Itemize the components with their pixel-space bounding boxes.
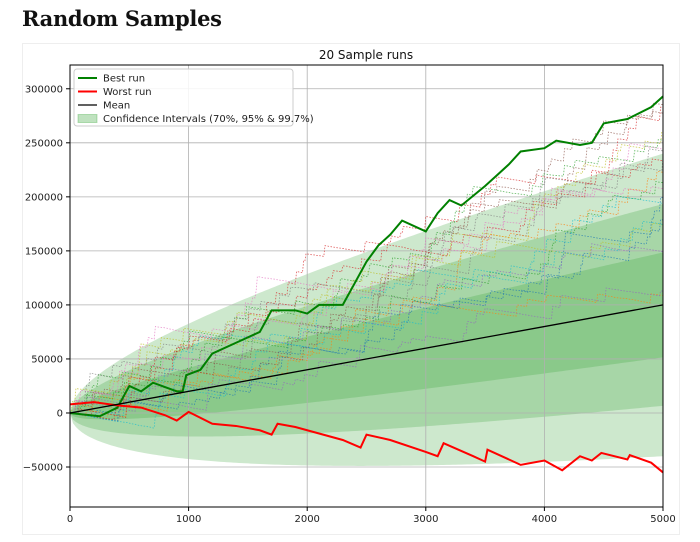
sample-run-line [69, 148, 664, 421]
plot-frame [69, 64, 664, 508]
sample-run-line [69, 287, 664, 415]
y-tick-label: 250000 [25, 138, 63, 149]
sample-run-line [69, 102, 664, 415]
sample-run-line [69, 139, 664, 415]
chart-card [22, 43, 680, 535]
y-tick-label: −50000 [23, 463, 63, 474]
y-tick-label: 200000 [25, 192, 63, 203]
sample-run-line [69, 170, 664, 415]
x-tick-label: 3000 [413, 514, 438, 525]
x-tick-label: 0 [67, 514, 73, 525]
sample-run-line [69, 196, 664, 422]
x-tick-label: 5000 [650, 514, 675, 525]
sample-run-line [69, 142, 664, 414]
y-tick-label: 0 [57, 408, 63, 419]
sample-run-line [69, 157, 664, 415]
sample-run-line [69, 222, 664, 414]
worst-run-line [69, 401, 664, 474]
legend-entry: Confidence Intervals (70%, 95% & 99.7%) [103, 114, 314, 125]
x-tick-label: 2000 [294, 514, 319, 525]
legend-swatch [77, 114, 98, 123]
sample-run-line [69, 185, 664, 415]
y-tick-label: 100000 [25, 300, 63, 311]
x-tick-label: 1000 [176, 514, 201, 525]
page-heading: Random Samples [22, 6, 222, 31]
y-tick-label: 150000 [25, 246, 63, 257]
sample-run-line [69, 220, 664, 418]
chart-title: 20 Sample runs [319, 48, 413, 62]
legend-entry: Best run [103, 74, 145, 85]
legend-entry: Worst run [103, 87, 152, 98]
legend-box [73, 68, 294, 127]
x-tick-label: 4000 [532, 514, 557, 525]
mean-line [69, 304, 664, 414]
confidence-band-70pct [70, 252, 663, 420]
confidence-band-95pct [70, 204, 663, 437]
sample-run-line [69, 130, 664, 419]
legend-entry: Mean [103, 101, 130, 112]
y-tick-label: 50000 [31, 354, 63, 365]
y-tick-label: 300000 [25, 84, 63, 95]
sample-run-line [69, 180, 664, 415]
sample-run-line [69, 158, 664, 418]
best-run-line [69, 95, 664, 418]
